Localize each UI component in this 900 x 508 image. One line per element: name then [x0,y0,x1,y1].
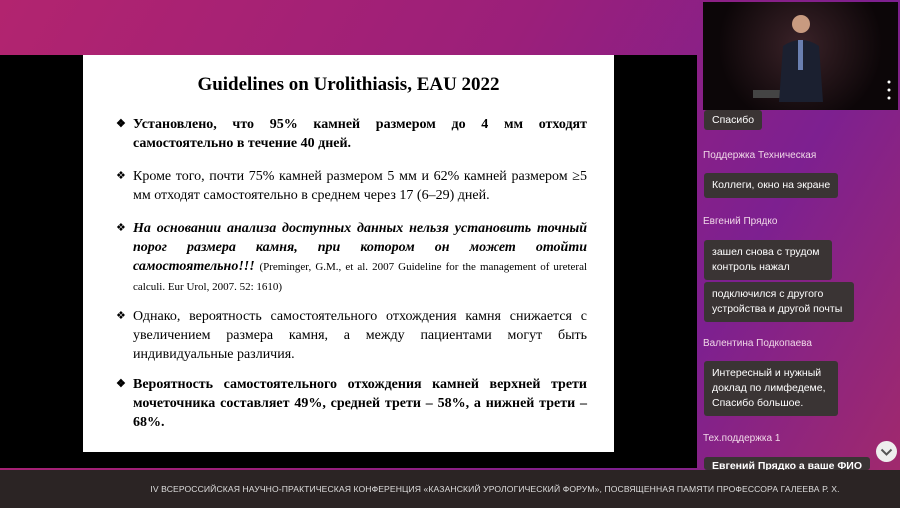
footer-text: IV ВСЕРОССИЙСКАЯ НАУЧНО-ПРАКТИЧЕСКАЯ КОН… [150,484,840,494]
chat-message: Спасибо [704,110,763,130]
scroll-down-button[interactable] [875,440,898,463]
menu-dot[interactable] [887,88,891,92]
chat-author: Тех.поддержка 1 [703,433,781,444]
tie [798,40,803,70]
bullet: Кроме того, почти 75% камней размером 5 … [116,167,587,205]
slide-title: Guidelines on Urolithiasis, EAU 2022 [197,74,500,95]
speaker-video [703,2,898,110]
menu-dot[interactable] [887,80,891,84]
head [792,15,810,33]
menu-dot[interactable] [887,96,891,100]
button-bg [876,441,897,462]
bullet-text: На основании анализа доступных данных не… [133,221,587,274]
chat-message: Коллеги, окно на экране [704,173,839,198]
chevron [880,448,893,456]
chat-message: Интересный и нужный доклад по лимфедеме,… [704,361,838,416]
bullet: Вероятность самостоятельного отхождения … [116,375,587,432]
chat-message: Евгений Прядко а ваше ФИО [704,457,870,470]
speaker [753,15,891,102]
chat-message: подключился с другого устройства и друго… [704,282,854,322]
citation: (Preminger, G.M., et al. 2007 Guideline … [133,261,588,293]
chat-author: Евгений Прядко [703,216,778,227]
bullet: На основании анализа доступных данных не… [116,219,588,297]
bullet: Установлено, что 95% камней размером до … [116,115,587,153]
chat-message: зашел снова с трудом контроль нажал [704,240,832,280]
slide: Guidelines on Urolithiasis, EAU 2022 Уст… [83,55,614,452]
chat-author: Валентина Подкопаева [703,338,812,349]
bullet: Однако, вероятность самостоятельного отх… [116,307,587,364]
body [779,40,823,102]
chat-author: Поддержка Техническая [703,150,817,161]
footer: IV ВСЕРОССИЙСКАЯ НАУЧНО-ПРАКТИЧЕСКАЯ КОН… [0,470,900,508]
